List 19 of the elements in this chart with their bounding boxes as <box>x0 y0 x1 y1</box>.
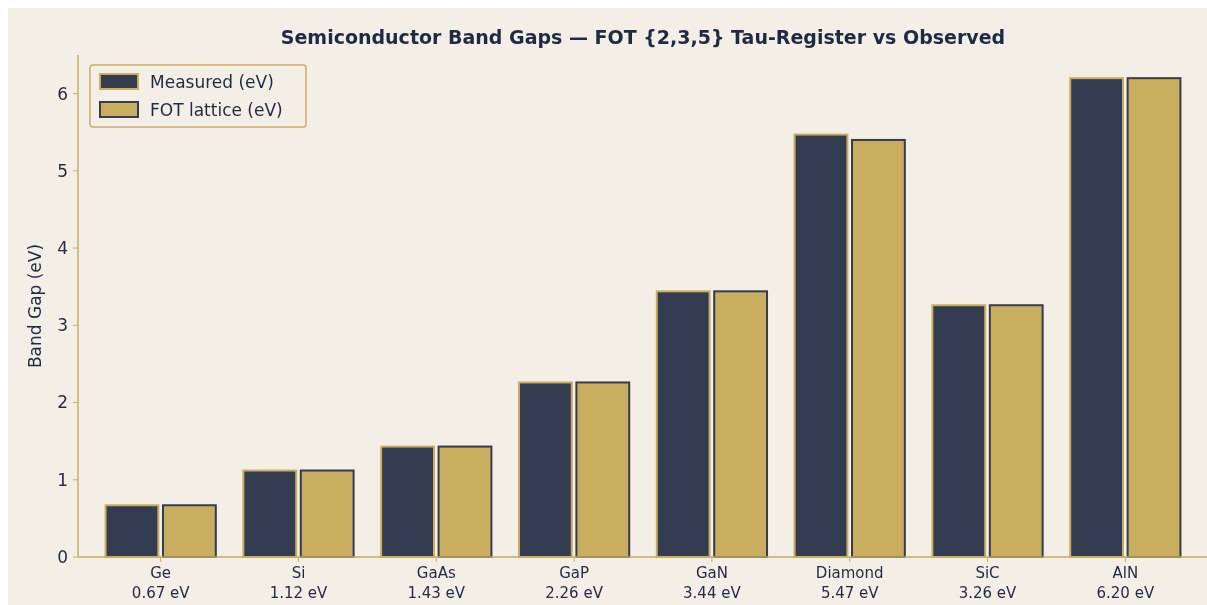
x-tick-label: GaP 2.26 eV <box>545 564 604 602</box>
y-tick-label: 3 <box>57 315 68 336</box>
y-tick-label: 5 <box>57 160 68 181</box>
x-tick-label: Diamond 5.47 eV <box>815 564 884 602</box>
y-tick-label: 0 <box>57 546 68 567</box>
y-tick-label: 1 <box>57 469 68 490</box>
x-tick-label: Si 1.12 eV <box>269 564 329 602</box>
x-tick-label: GaAs 1.43 eV <box>407 564 466 602</box>
y-tick-label: 6 <box>57 83 68 104</box>
legend-label: FOT lattice (eV) <box>150 99 283 120</box>
y-tick-label: 4 <box>57 238 68 259</box>
y-axis-title: Band Gap (eV) <box>25 243 45 369</box>
x-tick-label: AlN 6.20 eV <box>1096 564 1155 602</box>
chart-title: Semiconductor Band Gaps — FOT {2,3,5} Tau-Register vs Observed <box>280 26 1006 48</box>
x-tick-label: Ge 0.67 eV <box>131 564 191 602</box>
x-tick-label: SiC 3.26 eV <box>958 564 1018 602</box>
x-tick-label: GaN 3.44 eV <box>683 564 742 602</box>
legend-label: Measured (eV) <box>150 71 274 92</box>
y-tick-label: 2 <box>57 392 68 413</box>
